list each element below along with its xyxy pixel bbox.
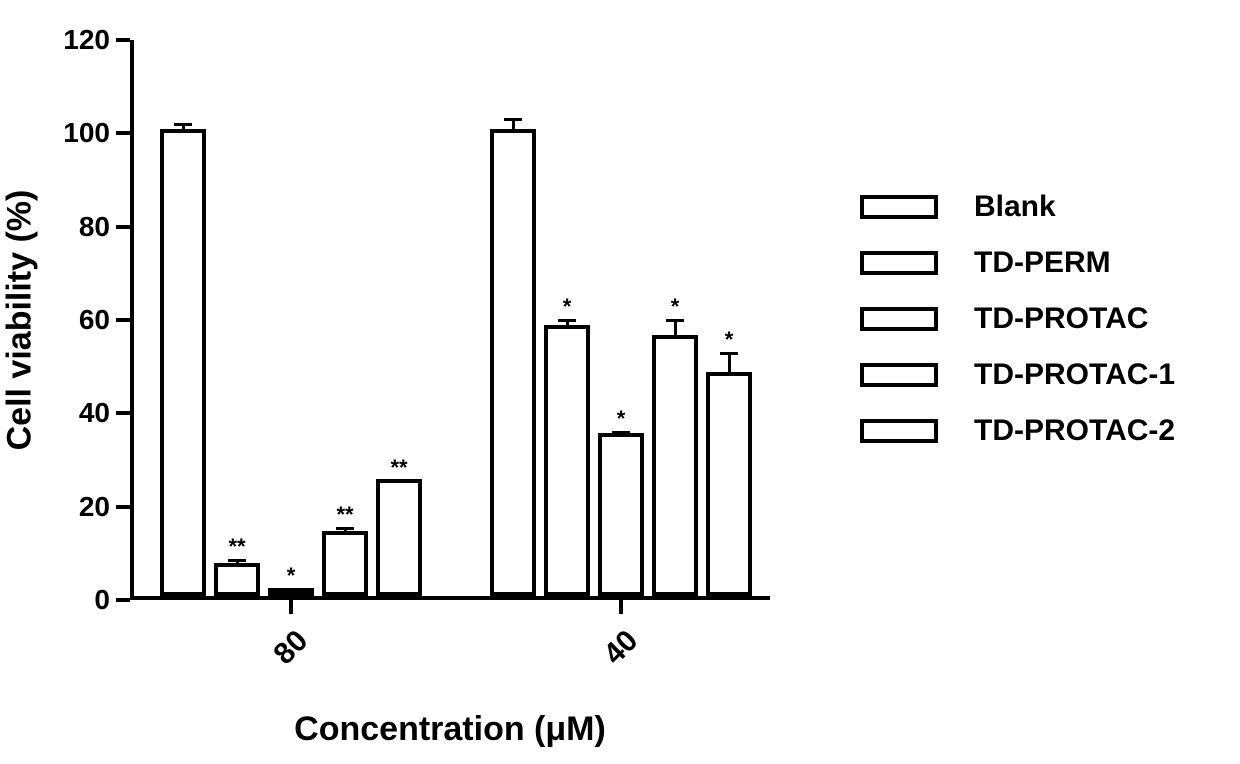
y-tick — [116, 225, 130, 229]
error-bar-cap — [174, 123, 192, 126]
y-tick-label: 40 — [50, 397, 110, 429]
significance-marker: ** — [379, 455, 419, 481]
legend-label: TD-PROTAC — [974, 302, 1148, 336]
legend-item: TD-PROTAC-1 — [860, 358, 1175, 392]
legend-label: TD-PROTAC-2 — [974, 414, 1175, 448]
y-tick-label: 60 — [50, 304, 110, 336]
significance-marker: * — [709, 327, 749, 353]
y-tick-label: 100 — [50, 117, 110, 149]
chart-container: Cell viability (%) Concentration (μM) **… — [0, 0, 1240, 764]
significance-marker: * — [655, 294, 695, 320]
legend-item: TD-PROTAC — [860, 302, 1175, 336]
x-tick — [619, 600, 623, 614]
y-tick — [116, 131, 130, 135]
bar — [652, 335, 698, 596]
legend-swatch — [860, 363, 938, 387]
significance-marker: * — [547, 294, 587, 320]
bar — [160, 129, 206, 596]
legend-swatch — [860, 419, 938, 443]
significance-marker: ** — [217, 534, 257, 560]
y-tick — [116, 598, 130, 602]
x-tick — [289, 600, 293, 614]
x-axis-line — [130, 596, 770, 600]
legend-item: TD-PERM — [860, 246, 1175, 280]
y-tick-label: 0 — [50, 584, 110, 616]
x-category-label: 80 — [256, 624, 315, 683]
error-bar — [728, 353, 731, 376]
bar — [598, 433, 644, 596]
significance-marker: * — [271, 563, 311, 589]
y-axis-title: Cell viability (%) — [1, 190, 40, 451]
bar — [214, 563, 260, 596]
bar — [490, 129, 536, 596]
legend-item: Blank — [860, 190, 1175, 224]
legend-swatch — [860, 251, 938, 275]
legend-label: TD-PERM — [974, 246, 1111, 280]
y-tick-label: 20 — [50, 491, 110, 523]
significance-marker: * — [601, 406, 641, 432]
y-axis-line — [130, 40, 134, 600]
y-tick — [116, 318, 130, 322]
legend: Blank TD-PERM TD-PROTAC TD-PROTAC-1 TD-PROTA… — [860, 190, 1175, 470]
y-tick — [116, 411, 130, 415]
error-bar — [674, 320, 677, 339]
error-bar — [512, 119, 515, 133]
x-axis-title: Concentration (μM) — [294, 710, 606, 749]
y-tick — [116, 505, 130, 509]
x-category-label: 40 — [586, 624, 645, 683]
legend-label: TD-PROTAC-1 — [974, 358, 1175, 392]
plot-area: *********** — [130, 40, 770, 600]
y-tick-label: 80 — [50, 211, 110, 243]
y-tick — [116, 38, 130, 42]
y-tick-label: 120 — [50, 24, 110, 56]
significance-marker: ** — [325, 502, 365, 528]
legend-swatch — [860, 195, 938, 219]
bar — [322, 531, 368, 596]
bar — [544, 325, 590, 596]
legend-item: TD-PROTAC-2 — [860, 414, 1175, 448]
legend-label: Blank — [974, 190, 1056, 224]
legend-swatch — [860, 307, 938, 331]
bar — [706, 372, 752, 596]
error-bar-cap — [504, 118, 522, 121]
bar — [376, 479, 422, 596]
